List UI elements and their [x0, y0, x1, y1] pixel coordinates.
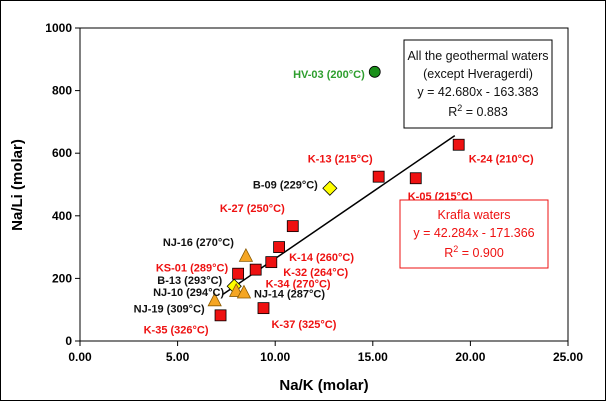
all-waters-box — [403, 39, 553, 129]
point-k-35-marker — [214, 309, 227, 322]
point-nj-14-label: NJ-14 (287°C) — [254, 288, 325, 300]
krafla-annotation: Krafla waters y = 42.284x - 171.366 R2 =… — [399, 199, 549, 269]
point-k-37-marker — [257, 302, 270, 315]
point-k-05-marker — [409, 172, 422, 185]
point-nj-10-label: NJ-10 (294°C) — [153, 287, 224, 299]
point-k-34-marker — [249, 263, 262, 276]
point-k-32-marker — [265, 256, 278, 269]
point-k-27-label: K-27 (250°C) — [220, 203, 285, 215]
point-labels: HV-03 (200°C)K-13 (215°C) K-24 (210°C)K-0… — [134, 69, 534, 337]
krafla-line-1: Krafla waters — [438, 208, 511, 222]
all-waters-annotation: All the geothermal waters (except Hverag… — [403, 39, 553, 129]
all-waters-line-2: (except Hveragerdi) — [423, 67, 533, 81]
x-axis-label: Na/K (molar) — [279, 377, 368, 394]
point-k-24-marker — [452, 138, 465, 151]
y-tick-label: 1000 — [45, 21, 72, 35]
point-nj-16-marker — [238, 247, 254, 262]
point-k-13-label: K-13 (215°C) — [308, 154, 373, 166]
x-tick-label: 5.00 — [166, 350, 190, 364]
krafla-line-2: y = 42.284x - 171.366 — [413, 226, 534, 240]
x-tick-label: 15.00 — [358, 350, 388, 364]
point-hv-03-marker — [368, 65, 381, 78]
point-nj-19-label: NJ-19 (309°C) — [134, 303, 205, 315]
point-nj-19-marker — [207, 292, 222, 307]
krafla-box — [399, 199, 549, 269]
y-tick-label: 600 — [52, 146, 72, 160]
point-k-14-marker — [273, 241, 286, 254]
x-tick-label: 25.00 — [553, 350, 583, 364]
y-tick-label: 800 — [52, 84, 72, 98]
x-tick-label: 10.00 — [260, 350, 290, 364]
point-k-13-marker — [372, 170, 385, 183]
point-hv-03-label: HV-03 (200°C) — [293, 69, 365, 81]
krafla-r2: R2 = 0.900 — [444, 244, 504, 260]
point-ks-01-label: KS-01 (289°C) — [156, 263, 229, 275]
all-waters-line-3: y = 42.680x - 163.383 — [417, 85, 538, 99]
point-k-37-label: K-37 (325°C) — [271, 319, 336, 331]
all-waters-line-1: All the geothermal waters — [407, 49, 548, 63]
point-k-35-label: K-35 (326°C) — [144, 324, 209, 336]
x-tick-label: 20.00 — [455, 350, 485, 364]
point-k-34-label: K-34 (270°C) — [266, 279, 331, 291]
point-k-14-label: K-14 (260°C) — [289, 252, 354, 264]
point-nj-10-marker — [229, 283, 244, 297]
y-tick-label: 200 — [52, 271, 72, 285]
point-k-24-label: K-24 (210°C) — [469, 154, 534, 166]
y-axis: 0 200 400 600 800 1000 — [45, 21, 80, 348]
point-ks-01-marker — [232, 267, 245, 280]
y-tick-label: 400 — [52, 209, 72, 223]
point-b-09-marker — [322, 180, 338, 196]
y-axis-label: Na/Li (molar) — [9, 139, 26, 231]
point-b-09-label: B-09 (229°C) — [253, 179, 318, 191]
all-waters-r2: R2 = 0.883 — [448, 103, 508, 119]
point-k-27-marker — [286, 220, 299, 233]
x-tick-label: 0.00 — [68, 350, 92, 364]
y-tick-label: 0 — [65, 334, 72, 348]
point-b-13-label: B-13 (293°C) — [157, 275, 222, 287]
data-points — [207, 65, 465, 322]
point-nj-16-label: NJ-16 (270°C) — [163, 237, 234, 249]
point-nj-14-marker — [236, 284, 252, 299]
point-k-32-label: K-32 (264°C) — [283, 267, 348, 279]
x-axis: 0.00 5.00 10.00 15.00 20.00 25.00 — [68, 341, 583, 364]
